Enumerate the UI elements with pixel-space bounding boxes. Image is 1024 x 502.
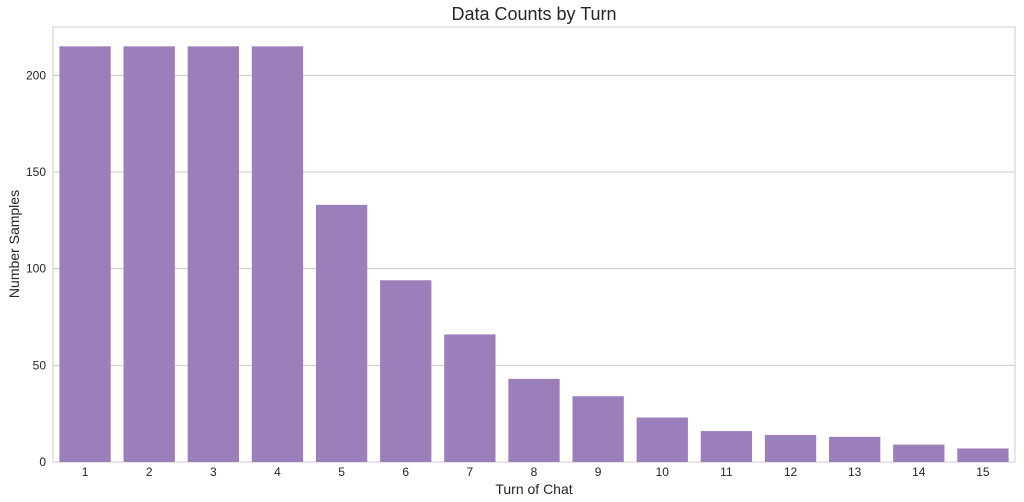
bar-turn-1 [59,46,111,462]
y-tick-label: 0 [39,455,46,469]
x-tick-label: 9 [595,465,602,479]
bar-turn-10 [636,417,688,462]
bar-turn-15 [957,448,1009,462]
x-tick-label: 13 [848,465,862,479]
x-tick-label: 4 [274,465,281,479]
x-tick-label: 15 [976,465,990,479]
chart-title: Data Counts by Turn [451,4,616,24]
x-tick-label: 14 [912,465,926,479]
x-ticks: 1 2 3 4 5 6 7 8 9 10 11 12 13 14 15 [82,465,990,479]
y-tick-label: 50 [33,358,47,372]
bar-turn-9 [572,396,624,462]
bar-turn-11 [700,431,753,462]
bar-turn-7 [444,334,496,462]
x-tick-label: 3 [210,465,217,479]
bar-turn-5 [315,204,368,462]
x-tick-label: 5 [338,465,345,479]
bar-turn-8 [508,378,560,462]
x-tick-label: 12 [784,465,798,479]
x-tick-label: 6 [402,465,409,479]
x-tick-label: 8 [531,465,538,479]
x-tick-label: 11 [720,465,733,479]
bar-turn-6 [380,280,432,462]
y-tick-label: 100 [26,262,46,276]
bar-turn-12 [764,434,817,462]
y-tick-label: 200 [26,68,46,82]
x-axis-label: Turn of Chat [495,481,572,497]
x-tick-label: 2 [146,465,153,479]
bar-turn-3 [187,46,239,462]
y-axis-label: Number Samples [6,190,22,298]
bar-turn-13 [829,436,881,462]
bar-turn-2 [123,46,175,462]
x-tick-label: 1 [82,465,89,479]
y-ticks: 0 50 100 150 200 [26,68,46,469]
x-tick-label: 10 [656,465,670,479]
bar-turn-4 [251,46,304,462]
x-tick-label: 7 [467,465,474,479]
y-tick-label: 150 [26,165,46,179]
bars-group [59,46,1009,462]
bar-turn-14 [893,444,945,462]
